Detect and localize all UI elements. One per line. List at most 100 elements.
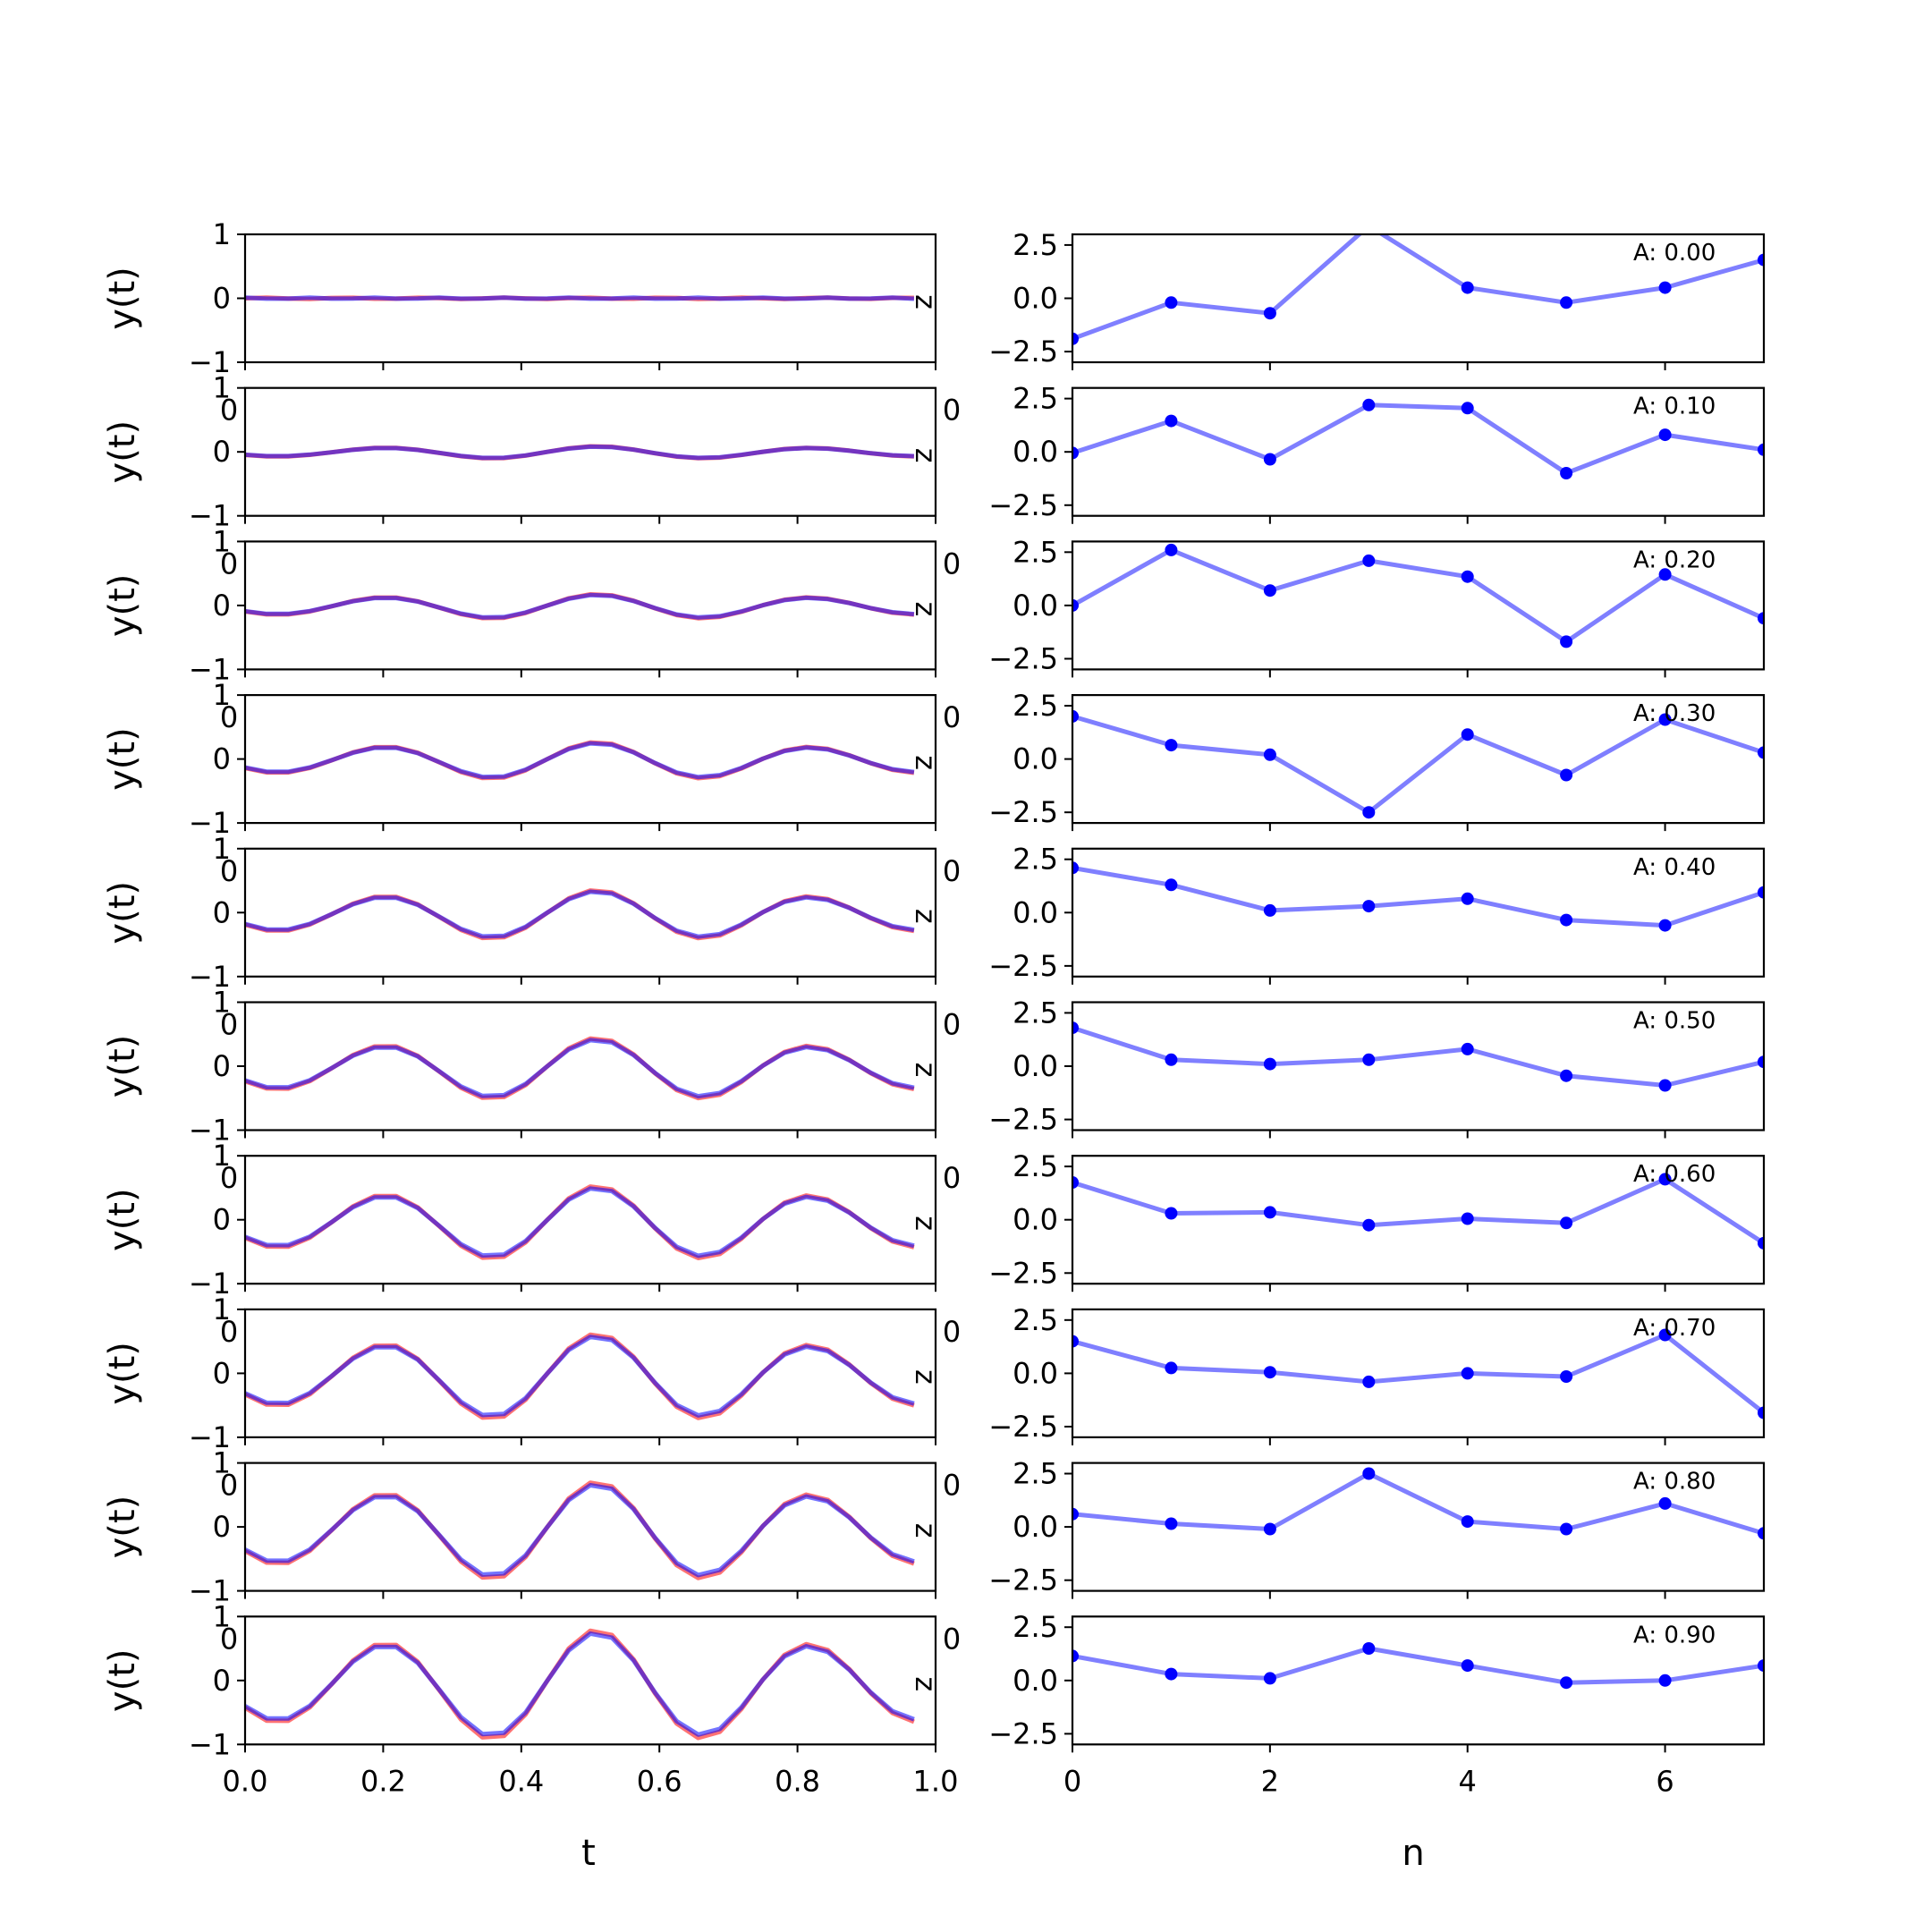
x-tick-label: 1.0 (913, 1764, 959, 1798)
coefficient-line (1072, 1176, 1764, 1245)
y-tick-label: 1 (213, 217, 231, 251)
coefficient-point (1165, 1207, 1178, 1220)
y-tick-label: 1 (213, 986, 231, 1020)
coefficient-line (1072, 1333, 1764, 1415)
coefficient-point (1362, 398, 1376, 411)
coefficient-panel: 2.5 0.0 −2.5 A: 0.70 (988, 1303, 1766, 1445)
coefficient-point (1560, 467, 1573, 479)
coefficient-point (1165, 1517, 1178, 1530)
coefficient-point (1263, 1366, 1276, 1379)
stray-tick-text: 0 (943, 700, 961, 734)
coefficient-column: 2.5 0.0 −2.5 A: 0.00 2.5 0.0 −2.5 A: 0.10 2.5 0.0… (988, 228, 1766, 1798)
y-tick-label: 0 (213, 435, 231, 469)
coefficient-point (1362, 1053, 1376, 1066)
side-glyph: z (909, 1523, 943, 1538)
plot-frame (243, 540, 937, 671)
y-tick-label: −1 (189, 1420, 231, 1454)
coefficient-line (1072, 714, 1764, 815)
y-tick-label: 1 (213, 524, 231, 558)
amplitude-annotation: A: 0.30 (1633, 700, 1716, 727)
coefficient-point (1758, 1236, 1764, 1250)
x-tick-label: 0.4 (498, 1764, 544, 1798)
stray-tick-text: 0 (943, 1315, 961, 1349)
coefficient-point (1362, 554, 1376, 567)
y-tick-label: 1 (213, 371, 231, 405)
coefficient-point (1165, 1361, 1178, 1375)
coefficient-point (1461, 1515, 1474, 1529)
y-tick-label: −1 (189, 1114, 231, 1148)
coefficient-point (1362, 806, 1376, 819)
coefficient-point (1072, 1176, 1079, 1189)
x-tick-label: 0 (1063, 1764, 1081, 1798)
side-glyph: z (909, 294, 943, 309)
amplitude-annotation: A: 0.20 (1633, 547, 1716, 573)
stray-tick-text: 0 (220, 547, 238, 580)
y-tick-label: 2.5 (1013, 843, 1058, 877)
coefficient-point (1461, 728, 1474, 741)
coefficient-point (1461, 281, 1474, 294)
y-tick-label: −1 (189, 1727, 231, 1761)
coefficient-point (1165, 878, 1178, 892)
plot-frame (243, 847, 937, 978)
coefficient-point (1263, 584, 1276, 597)
coefficient-point (1658, 1674, 1672, 1687)
y-tick-label: 0 (213, 589, 231, 623)
y-tick-label: 0 (213, 1356, 231, 1390)
y-tick-label: −2.5 (988, 949, 1058, 983)
y-tick-label: 0.0 (1013, 1049, 1058, 1083)
coefficient-point (1263, 1057, 1276, 1071)
series-blue-line (244, 741, 915, 780)
coefficient-point (1072, 1507, 1079, 1521)
y-tick-label: 0 (213, 1049, 231, 1083)
y-tick-label: 2.5 (1013, 689, 1058, 723)
coefficient-point (1072, 709, 1079, 723)
coefficient-point (1362, 900, 1376, 913)
stray-tick-text: 0 (220, 1622, 238, 1656)
coefficient-point (1560, 1522, 1573, 1536)
plot-frame (243, 693, 937, 825)
stray-tick-text: 0 (220, 1469, 238, 1503)
y-tick-label: 0.0 (1013, 1203, 1058, 1237)
stray-tick-text: 0 (220, 394, 238, 428)
coefficient-panel: 2.5 0.0 −2.5 A: 0.30 (988, 689, 1766, 832)
coefficient-point (1263, 1206, 1276, 1219)
y-axis-label: y(t) (102, 727, 143, 791)
y-tick-label: 0.0 (1013, 589, 1058, 623)
coefficient-point (1560, 913, 1573, 927)
y-tick-label: −1 (189, 1574, 231, 1608)
coefficient-point (1560, 1216, 1573, 1230)
coefficient-point (1758, 612, 1764, 625)
stray-tick-text: 0 (220, 1161, 238, 1195)
coefficient-point (1263, 903, 1276, 917)
y-tick-label: 2.5 (1013, 1610, 1058, 1644)
x-axis-label-n: n (1402, 1833, 1424, 1874)
y-tick-label: 2.5 (1013, 1303, 1058, 1337)
signal-panel: −1 0 1 y(t) z (102, 217, 943, 379)
coefficient-line (1072, 1471, 1764, 1536)
coefficient-point (1758, 253, 1764, 267)
coefficient-point (1072, 1021, 1079, 1035)
stray-tick-text: 0 (220, 1315, 238, 1349)
side-glyph: z (909, 1063, 943, 1078)
coefficient-point (1758, 1659, 1764, 1673)
side-glyph: z (909, 1216, 943, 1231)
coefficient-point (1658, 919, 1672, 932)
series-blue-line (244, 1038, 915, 1099)
coefficient-point (1362, 1375, 1376, 1388)
coefficient-panel: 2.5 0.0 −2.5 A: 0.40 (988, 843, 1766, 985)
y-tick-label: 2.5 (1013, 996, 1058, 1030)
coefficient-point (1461, 570, 1474, 583)
series-blue-line (243, 1631, 915, 1737)
coefficient-point (1658, 281, 1672, 294)
coefficient-point (1658, 568, 1672, 581)
y-axis-label: y(t) (102, 574, 143, 638)
coefficient-point (1461, 1367, 1474, 1380)
coefficient-point (1658, 713, 1672, 726)
y-axis-label: y(t) (102, 420, 143, 484)
